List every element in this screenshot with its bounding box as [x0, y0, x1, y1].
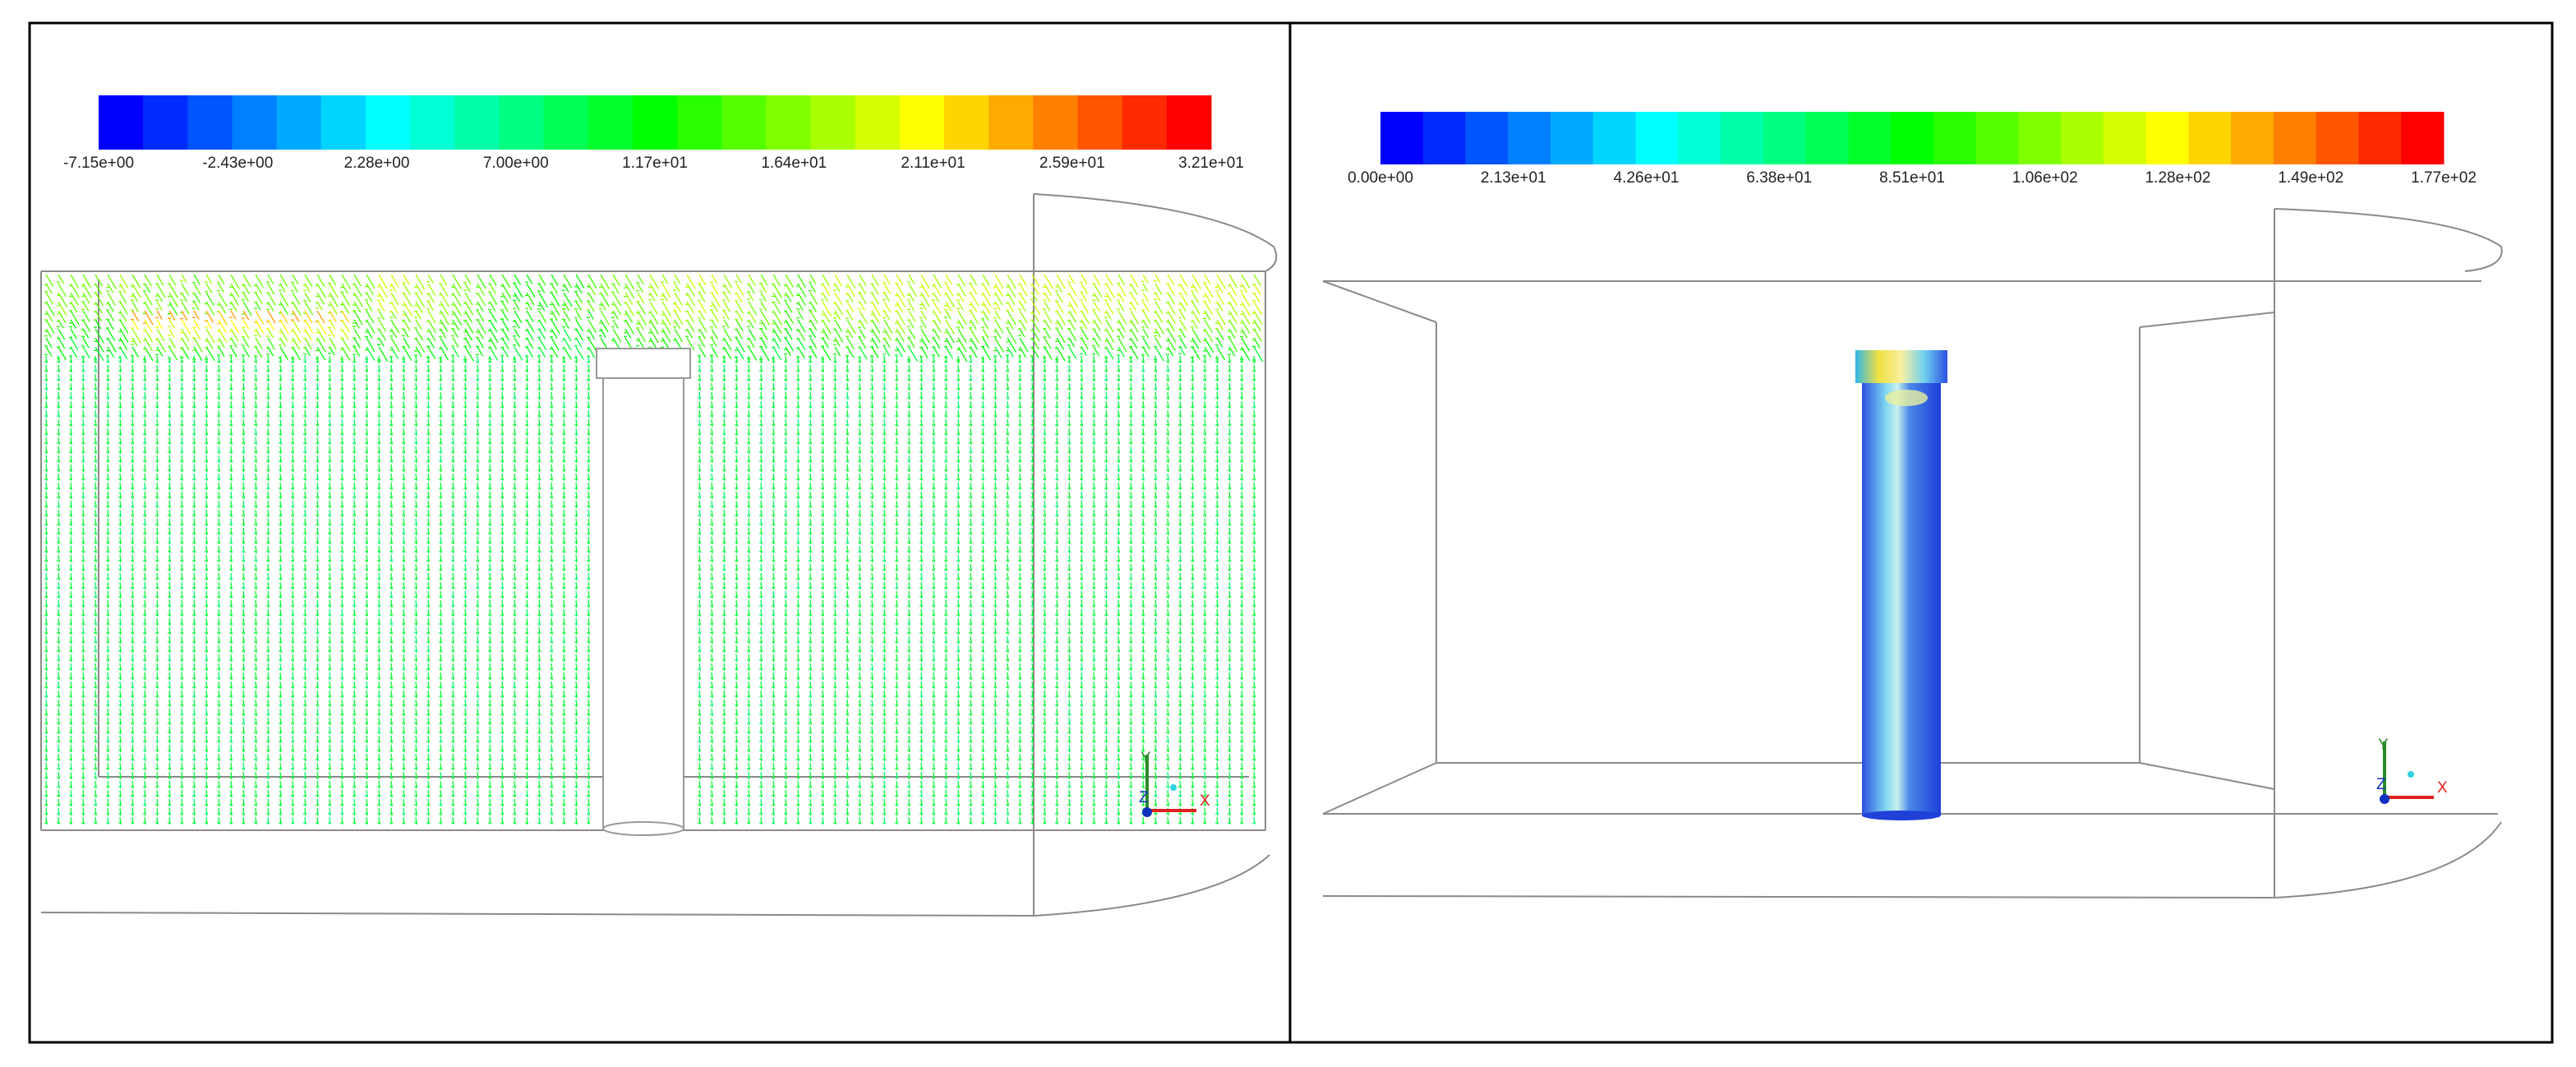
color-swatch: [2018, 112, 2062, 164]
color-swatch: [543, 95, 589, 150]
color-swatch: [320, 95, 366, 150]
color-swatch: [766, 95, 812, 150]
color-swatch: [1848, 112, 1892, 164]
colorbar-label: 1.64e+01: [761, 155, 827, 172]
color-swatch: [1592, 112, 1637, 164]
color-swatch: [187, 95, 233, 150]
right-cylinder: [1855, 350, 1947, 820]
vectors: [44, 355, 1256, 825]
color-swatch: [1122, 95, 1168, 150]
color-swatch: [1465, 112, 1509, 164]
color-swatch: [2316, 112, 2359, 164]
colorbar-label: 2.11e+01: [901, 155, 965, 172]
vectors: [131, 319, 327, 335]
colorbar-label: -7.15e+00: [63, 155, 134, 172]
color-swatch: [1380, 112, 1424, 164]
color-swatch: [1891, 112, 1934, 164]
vectors: [57, 274, 1263, 344]
color-swatch: [1635, 112, 1679, 164]
axis-label: Z: [2376, 776, 2386, 793]
color-swatch: [1678, 112, 1721, 164]
colorbar-label: 1.17e+01: [622, 155, 688, 172]
left-cylinder: [596, 348, 691, 836]
colorbar-label: 4.26e+01: [1614, 169, 1680, 187]
color-swatch: [365, 95, 411, 150]
axis-label: Y: [2378, 737, 2389, 754]
vectors: [44, 274, 1260, 363]
colorbar-label: 7.00e+00: [483, 155, 549, 172]
vectors: [44, 274, 1262, 353]
colorbar-label: 1.77e+02: [2411, 169, 2477, 187]
color-swatch: [855, 95, 901, 150]
color-swatch: [232, 95, 278, 150]
color-swatch: [677, 95, 722, 150]
color-swatch: [899, 95, 945, 150]
color-swatch: [410, 95, 455, 150]
color-swatch: [1551, 112, 1594, 164]
color-swatch: [721, 95, 767, 150]
colorbar-label: 0.00e+00: [1348, 169, 1413, 187]
color-swatch: [2231, 112, 2274, 164]
color-swatch: [1763, 112, 1807, 164]
colorbar-label: -2.43e+00: [202, 155, 273, 172]
vectors: [44, 319, 1264, 825]
axis-label: X: [1200, 792, 1210, 810]
color-swatch: [2401, 112, 2445, 164]
color-swatch: [1721, 112, 1764, 164]
colorbar: -7.15e+00 -2.43e+00 2.28e+00 7.00e+00 1.17e+…: [63, 95, 1244, 172]
vectors: [168, 274, 1263, 344]
colorbar-label: 6.38e+01: [1746, 169, 1812, 187]
colorbar-label: 2.28e+00: [344, 155, 410, 172]
color-swatch: [499, 95, 545, 150]
color-swatch: [143, 95, 188, 150]
color-swatch: [1077, 95, 1123, 150]
colorbar-label: 2.59e+01: [1039, 155, 1105, 172]
color-swatch: [2145, 112, 2189, 164]
axis-triad: Y Z X: [1139, 750, 1210, 817]
color-swatch: [944, 95, 989, 150]
colorbar-label: 3.21e+01: [1178, 155, 1244, 172]
colorbar-label: 1.28e+02: [2145, 169, 2211, 187]
colorbar-label: 1.49e+02: [2278, 169, 2343, 187]
color-swatch: [1422, 112, 1467, 164]
color-swatch: [2061, 112, 2104, 164]
color-swatch: [2273, 112, 2317, 164]
color-swatch: [454, 95, 500, 150]
axis-triad: Y Z X: [2376, 737, 2448, 804]
colorbar-label: 1.06e+02: [2012, 169, 2078, 187]
color-swatch: [1033, 95, 1079, 150]
color-swatch: [988, 95, 1034, 150]
vectors: [217, 310, 350, 326]
color-swatch: [810, 95, 856, 150]
color-swatch: [2103, 112, 2147, 164]
vector-field: [44, 274, 1264, 825]
color-swatch: [1508, 112, 1551, 164]
right-geometry: [1322, 208, 2503, 899]
color-swatch: [1933, 112, 1977, 164]
axis-label: Z: [1139, 789, 1149, 806]
colorbar: 0.00e+00 2.13e+01 4.26e+01 6.38e+01 8.51e+01…: [1348, 112, 2477, 187]
color-swatch: [276, 95, 322, 150]
colorbar-label: 2.13e+01: [1481, 169, 1546, 187]
color-swatch: [632, 95, 678, 150]
color-swatch: [1805, 112, 1849, 164]
axis-label: Y: [1141, 750, 1151, 767]
color-swatch: [1975, 112, 2019, 164]
colorbar-label: 8.51e+01: [1879, 169, 1945, 187]
color-swatch: [1166, 95, 1212, 150]
axis-label: X: [2437, 779, 2448, 797]
vectors: [131, 310, 325, 326]
color-swatch: [2188, 112, 2232, 164]
color-swatch: [588, 95, 634, 150]
color-swatch: [2358, 112, 2402, 164]
color-swatch: [99, 95, 144, 150]
vectors: [44, 274, 1248, 361]
